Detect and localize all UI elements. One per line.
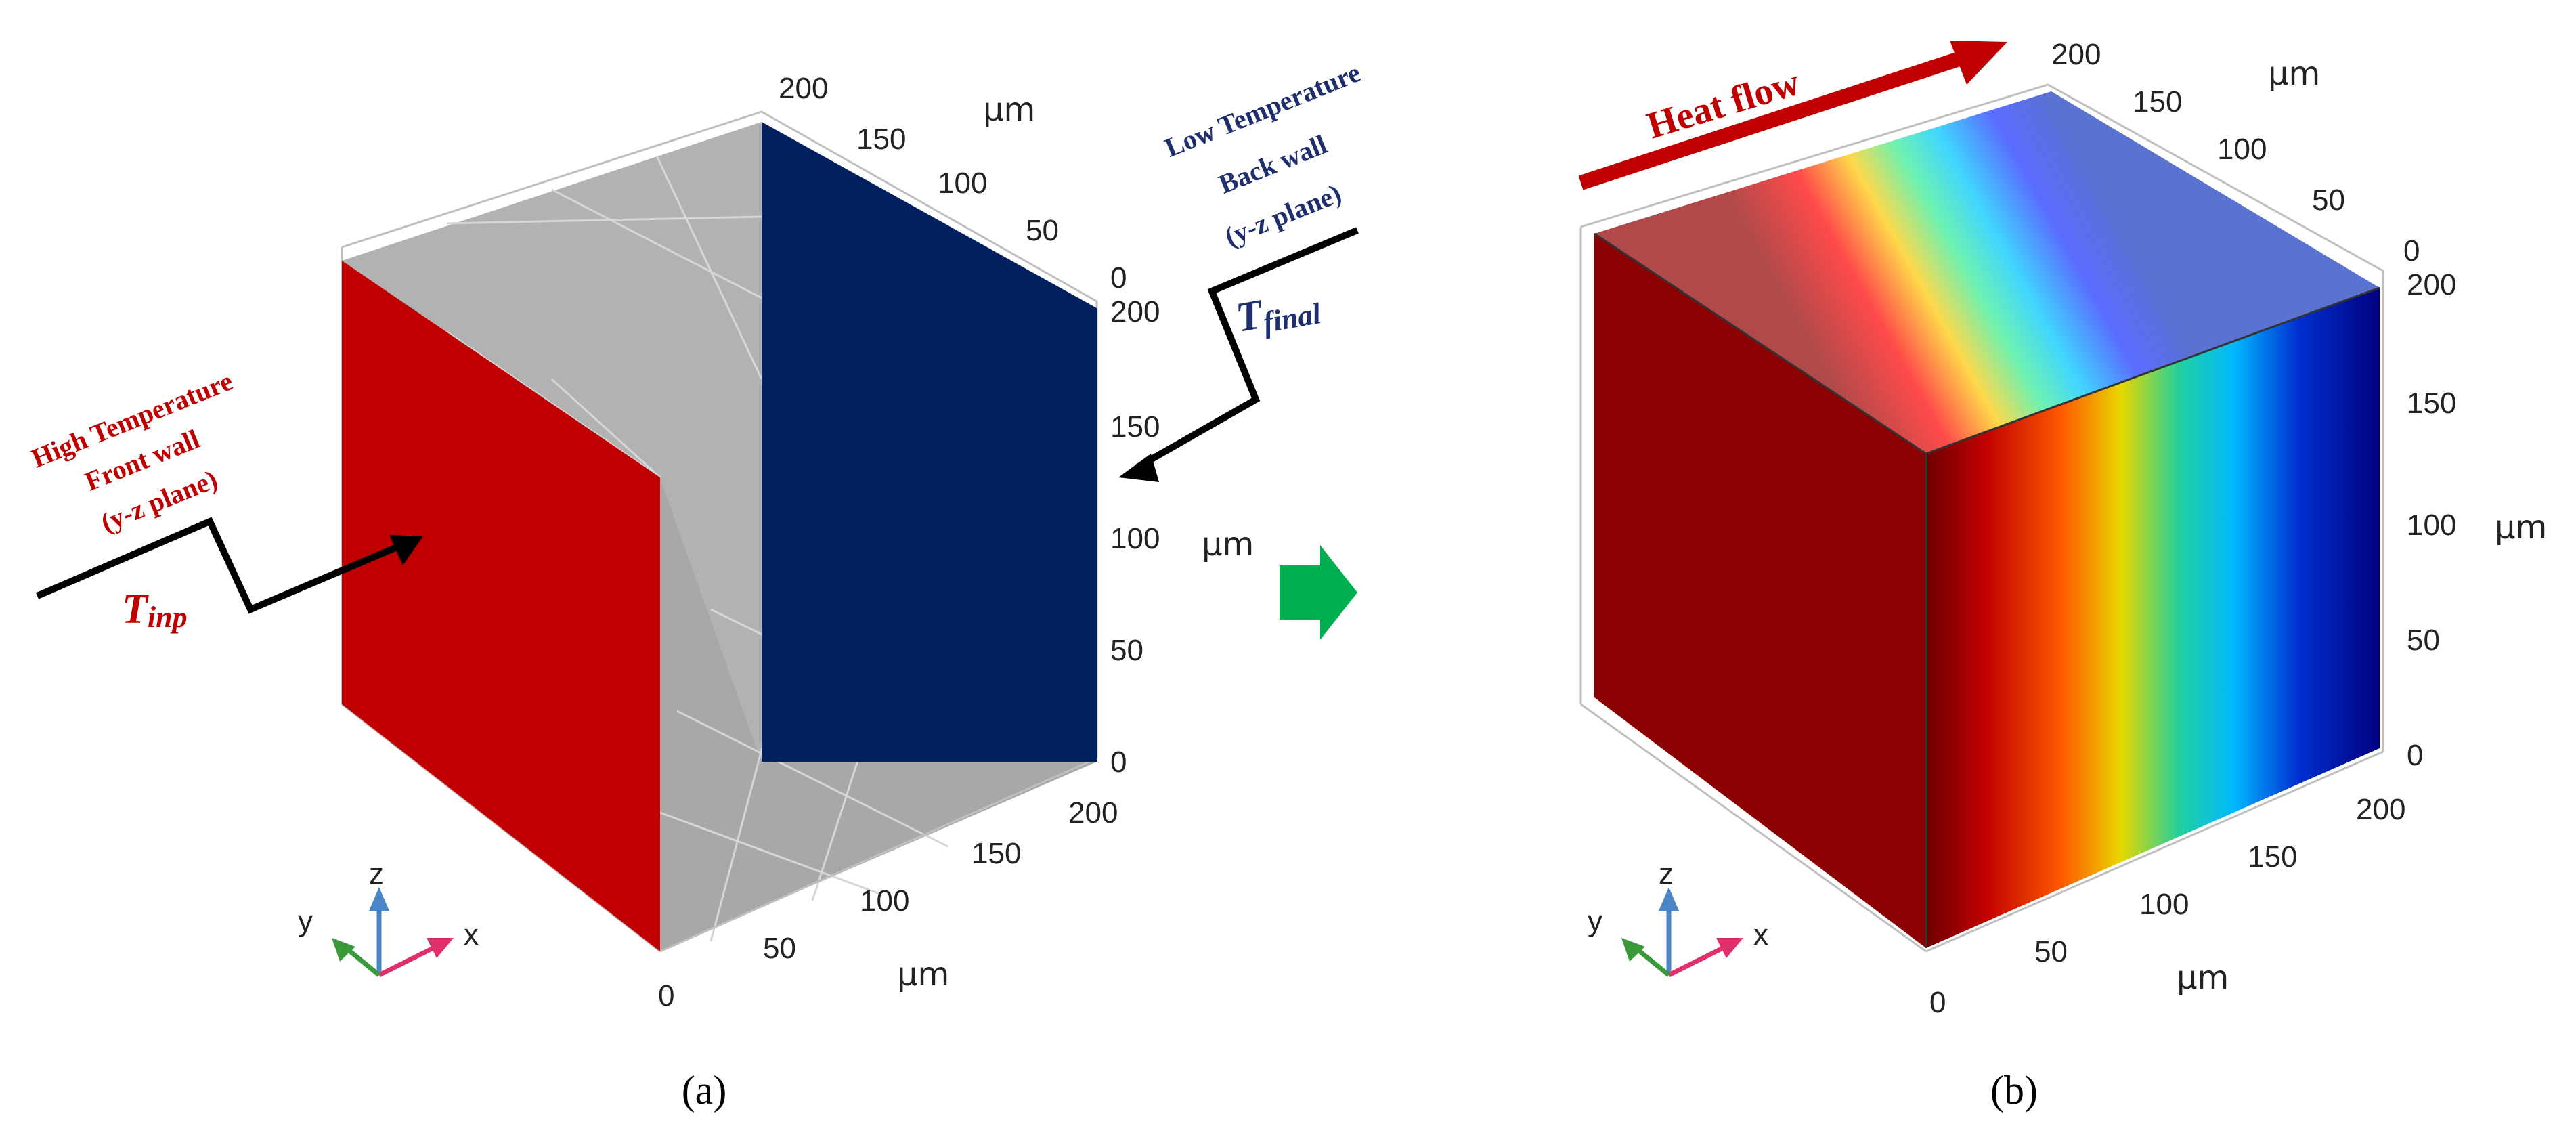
panel-b: Heat flow 200 150 100 50 0 μm 200 150 10…	[1578, 38, 2547, 1113]
tick-label: 50	[1110, 634, 1143, 667]
tick-label: 0	[2407, 739, 2423, 772]
grid-lines	[446, 155, 1016, 942]
top-axis-unit: μm	[983, 91, 1035, 129]
triad-y-label: y	[298, 905, 313, 938]
tick-label: 200	[1068, 796, 1118, 830]
tick-label: 0	[2403, 234, 2420, 267]
vertical-axis-unit: μm	[1202, 525, 1254, 563]
triad-z-label: z	[369, 857, 384, 890]
cube-front-face	[1594, 234, 1926, 948]
t-inp-arrow	[36, 517, 411, 614]
back-wall-label-1: Low Temperature	[1160, 57, 1365, 163]
tick-label: 150	[1110, 410, 1160, 444]
tick-label: 100	[2217, 133, 2267, 166]
t-final-arrow	[1135, 227, 1359, 471]
tick-label: 0	[658, 979, 674, 1012]
axis-triad: z y x	[298, 857, 479, 978]
bottom-axis-ticks: 200 150 100 50 0	[658, 796, 1118, 1012]
cube-side-face	[1926, 288, 2380, 948]
tick-label: 150	[2248, 840, 2297, 874]
tick-label: 50	[763, 932, 796, 965]
tick-label: 100	[1110, 522, 1160, 555]
t-final-arrowhead	[1118, 454, 1159, 482]
tick-label: 200	[1110, 295, 1160, 328]
vertical-axis-unit-b: μm	[2495, 509, 2547, 546]
tick-label: 150	[2133, 85, 2182, 119]
tick-label: 100	[2407, 509, 2456, 542]
tick-label: 50	[2312, 184, 2345, 217]
ceiling-plane	[342, 122, 762, 762]
t-inp-symbol: Tinp	[122, 586, 188, 634]
tick-label: 0	[1929, 986, 1946, 1019]
heat-flow-arrow	[1578, 50, 1966, 190]
triad-x-label: x	[1753, 918, 1768, 951]
tick-label: 50	[1026, 214, 1059, 247]
front-wall-hot	[342, 261, 660, 951]
triad-z-label: z	[1659, 857, 1674, 890]
floor-plane	[660, 477, 1097, 951]
t-final-symbol: Tfinal	[1233, 281, 1324, 343]
tick-label: 200	[779, 72, 828, 105]
tick-label: 150	[856, 123, 906, 156]
tick-label: 50	[2407, 624, 2440, 657]
top-axis-unit-b: μm	[2268, 55, 2320, 93]
bottom-axis-ticks-b: 200 150 100 50 0	[1929, 793, 2405, 1019]
vertical-axis-ticks-b: 200 150 100 50 0	[2407, 268, 2456, 772]
tick-label: 200	[2051, 38, 2101, 71]
tick-label: 50	[2034, 935, 2068, 968]
transition-arrow	[1280, 545, 1357, 640]
caption-b: (b)	[1990, 1068, 2038, 1113]
caption-a: (a)	[682, 1068, 727, 1113]
t-inp-arrowhead	[389, 535, 423, 565]
tick-label: 0	[1110, 746, 1127, 779]
tick-label: 0	[1110, 261, 1127, 295]
triad-y-label: y	[1588, 905, 1602, 938]
tick-label: 100	[938, 167, 987, 200]
tick-label: 150	[2407, 387, 2456, 420]
axis-triad-b: z y x	[1588, 857, 1768, 978]
top-axis-ticks: 200 150 100 50 0	[779, 72, 1127, 295]
tick-label: 200	[2407, 268, 2456, 301]
back-wall-cold	[762, 122, 1097, 762]
panel-a: High Temperature Front wall (y-z plane) …	[27, 57, 1365, 1113]
bottom-axis-unit: μm	[897, 955, 949, 993]
tick-label: 100	[2139, 888, 2189, 921]
triad-x-label: x	[464, 918, 479, 951]
tick-label: 150	[972, 837, 1021, 870]
tick-label: 100	[860, 884, 909, 918]
cube-edges	[1594, 232, 2380, 948]
vertical-axis-ticks: 200 150 100 50 0	[1110, 295, 1160, 779]
tick-label: 200	[2356, 793, 2405, 826]
heat-flow-arrowhead	[1950, 41, 2007, 85]
bounding-box-b	[1579, 83, 2384, 953]
bottom-axis-unit-b: μm	[2177, 959, 2229, 997]
top-axis-ticks-b: 200 150 100 50 0	[2051, 38, 2420, 267]
